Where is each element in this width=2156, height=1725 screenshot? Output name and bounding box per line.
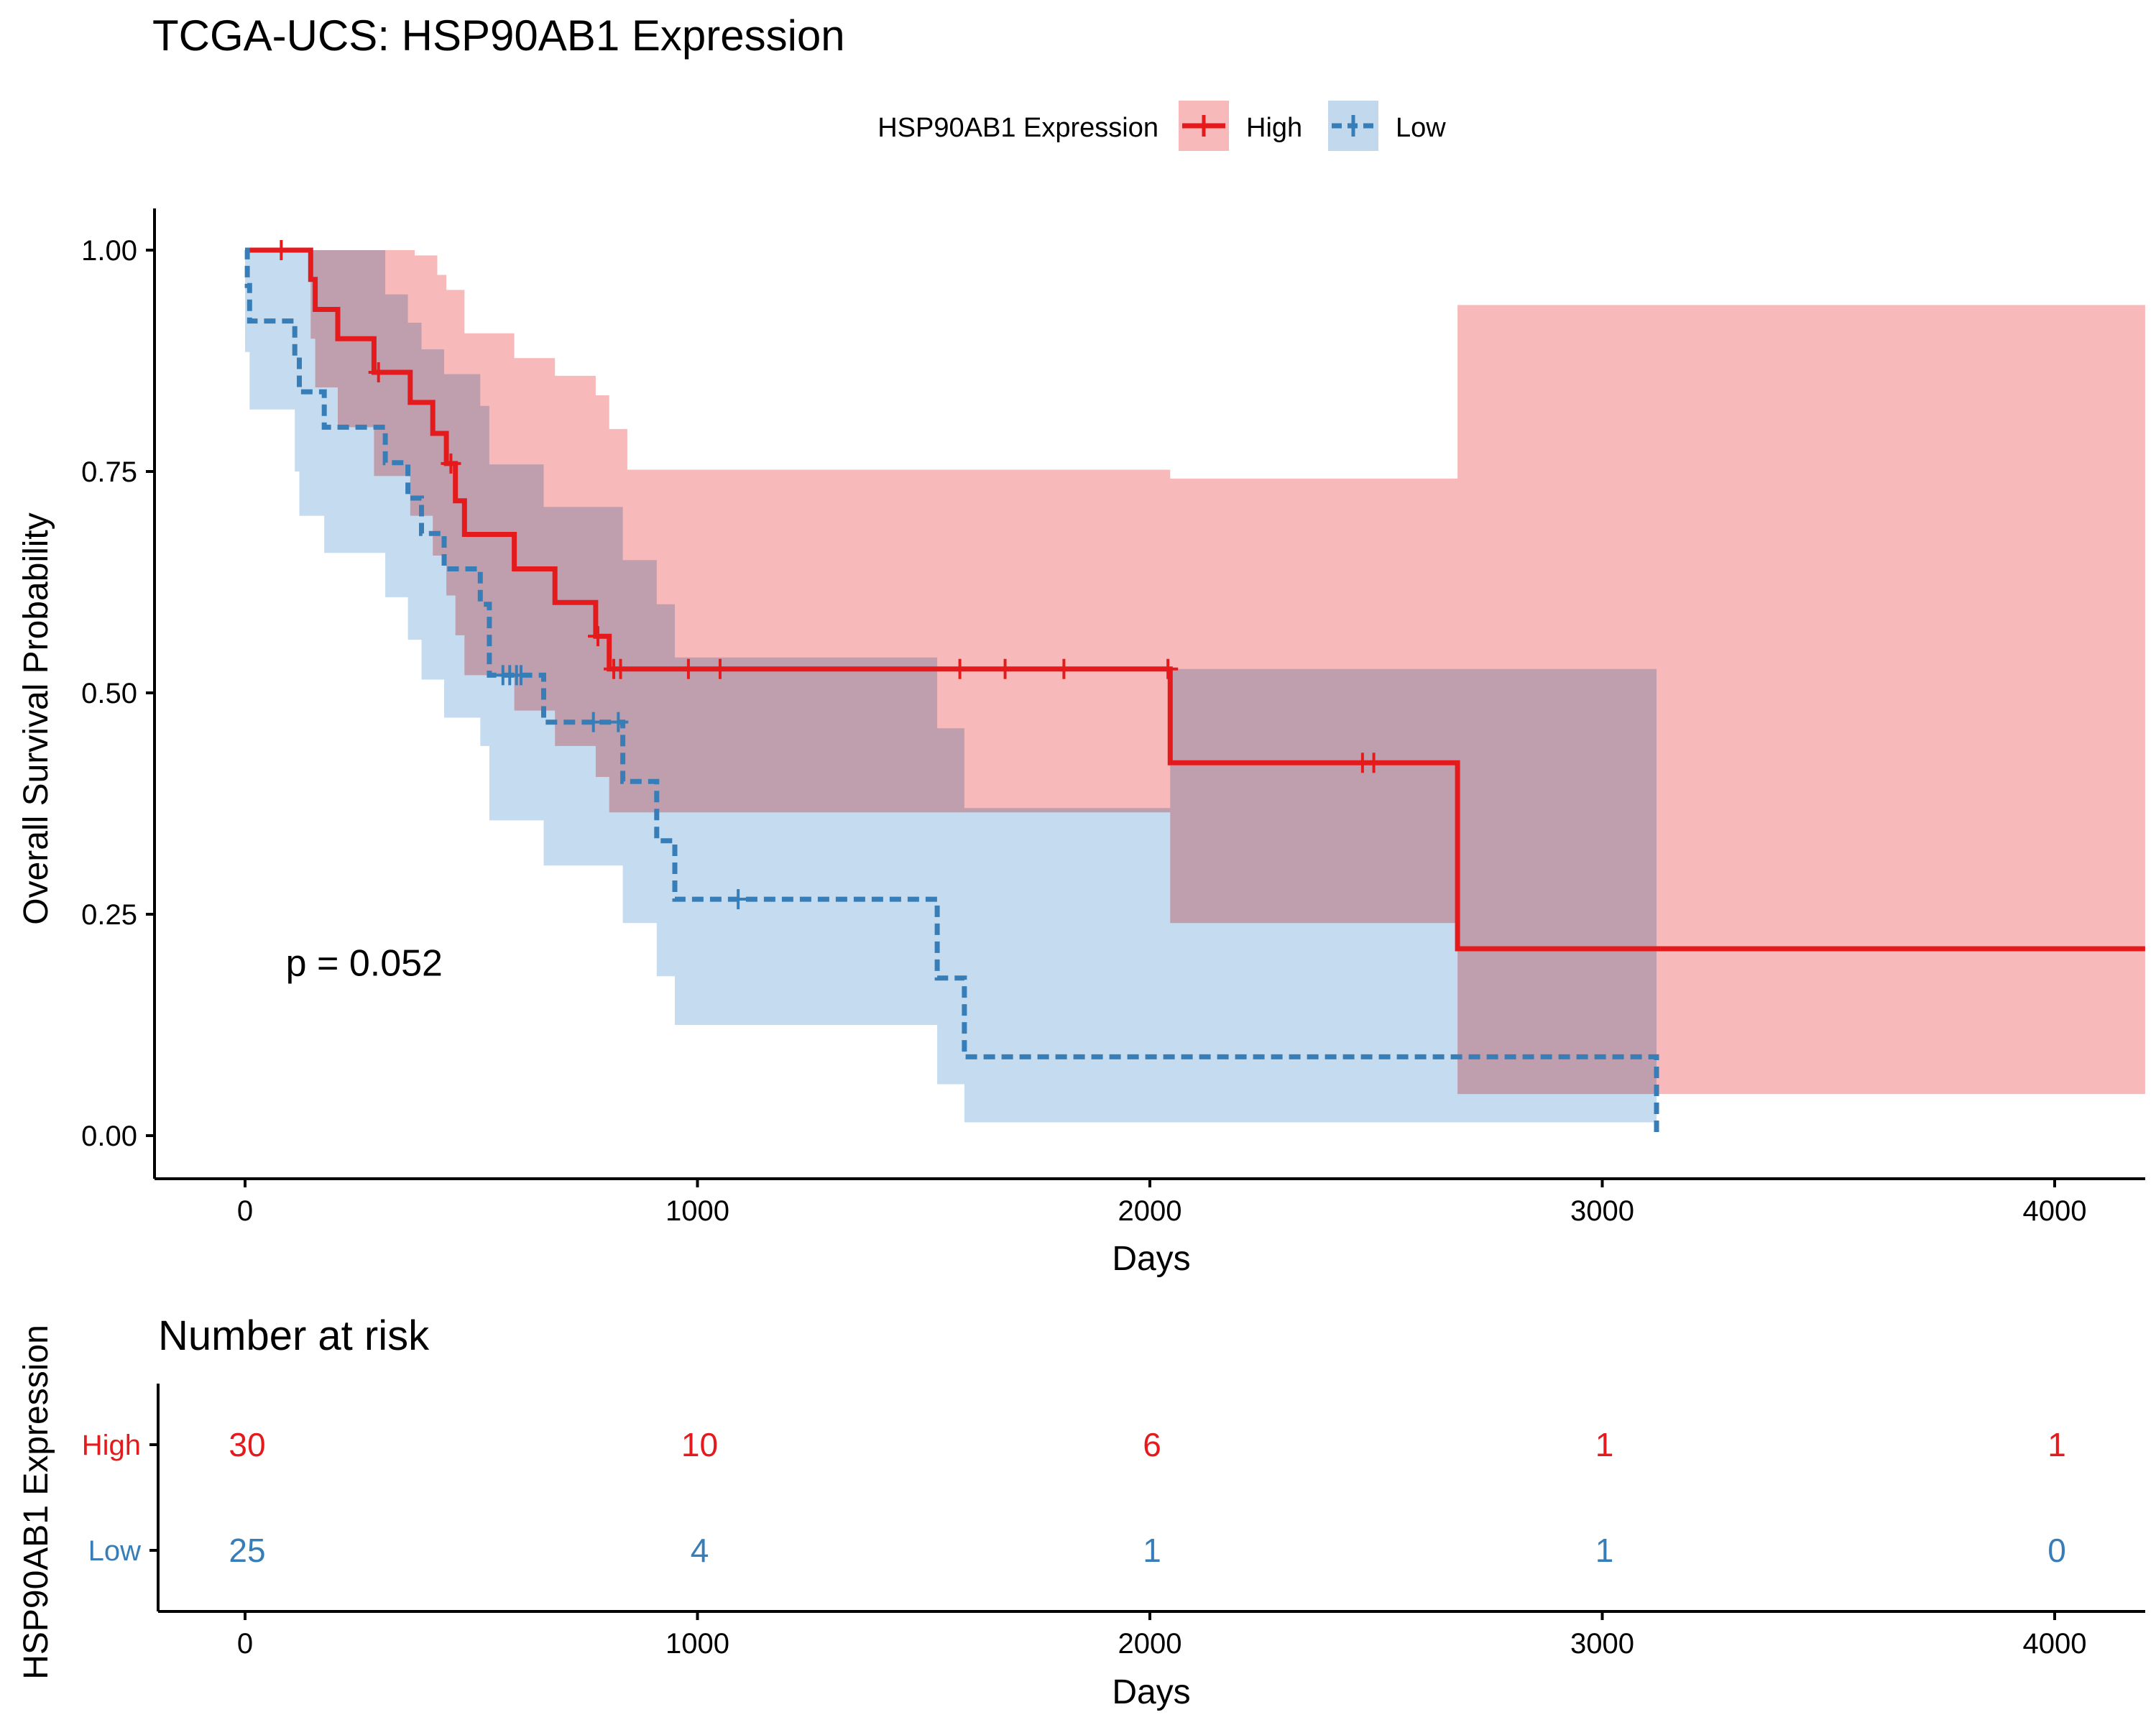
confidence-bands — [245, 250, 2145, 1123]
legend: HSP90AB1 Expression High Low — [877, 101, 1446, 151]
x-tick-label: 0 — [237, 1195, 253, 1227]
risk-x-tick-label: 1000 — [665, 1628, 729, 1660]
censor-mark-low — [728, 889, 749, 910]
y-tick-label: 0.75 — [81, 456, 137, 488]
risk-cell-high: 6 — [1143, 1426, 1161, 1463]
p-value-annotation: p = 0.052 — [286, 942, 443, 984]
legend-label-low: Low — [1396, 113, 1446, 143]
censor-mark-high — [441, 453, 461, 474]
censor-mark-high — [1363, 753, 1384, 773]
y-tick-label: 0.50 — [81, 678, 137, 709]
censor-mark-high — [995, 658, 1015, 679]
risk-x-axis-title: Days — [1112, 1673, 1190, 1711]
risk-table-title: Number at risk — [158, 1312, 430, 1359]
survival-curves — [244, 247, 2145, 1136]
risk-table-axes: High Low 0 1000 2000 3000 4000 — [82, 1384, 2145, 1660]
censor-mark-high — [709, 658, 730, 679]
risk-cell-high: 10 — [681, 1426, 718, 1463]
risk-row-label-high: High — [82, 1430, 141, 1461]
censor-mark-high — [588, 626, 609, 647]
chart-title: TCGA-UCS: HSP90AB1 Expression — [152, 12, 845, 60]
risk-cell-low: 0 — [2047, 1532, 2066, 1569]
legend-label-high: High — [1246, 113, 1302, 143]
confidence-band-low — [245, 250, 1657, 1123]
risk-y-axis-title: HSP90AB1 Expression — [17, 1325, 55, 1680]
censor-mark-low — [583, 712, 604, 732]
censor-mark-high — [368, 362, 389, 383]
risk-cell-low: 4 — [691, 1532, 709, 1569]
risk-x-tick-label: 2000 — [1118, 1628, 1182, 1660]
x-tick-label: 4000 — [2023, 1195, 2087, 1227]
survival-curve-low — [244, 247, 1659, 1136]
y-tick-label: 0.00 — [81, 1121, 137, 1152]
survival-plot: 0.00 0.25 0.50 0.75 1.00 0 1000 2000 3000 4000 p … — [17, 208, 2145, 1278]
main-axes: 0.00 0.25 0.50 0.75 1.00 0 1000 2000 3000 4000 — [81, 208, 2145, 1227]
risk-table-cells: 30 10 6 1 125 4 1 1 0 — [229, 1426, 2065, 1569]
risk-x-tick-label: 4000 — [2023, 1628, 2087, 1660]
y-tick-label: 1.00 — [81, 235, 137, 267]
censor-mark-low — [510, 665, 531, 686]
risk-cell-high: 1 — [2047, 1426, 2066, 1463]
risk-cell-low: 25 — [229, 1532, 265, 1569]
survival-curve-high — [245, 247, 2145, 952]
risk-cell-low: 1 — [1595, 1532, 1614, 1569]
censor-marks — [271, 240, 1384, 910]
x-tick-label: 2000 — [1118, 1195, 1182, 1227]
censor-mark-high — [271, 240, 292, 260]
censor-mark-high — [949, 658, 970, 679]
y-tick-label: 0.25 — [81, 899, 137, 931]
censor-mark-high — [678, 658, 699, 679]
risk-cell-high: 1 — [1595, 1426, 1614, 1463]
legend-key-low — [1328, 101, 1378, 151]
x-axis-title: Days — [1112, 1240, 1190, 1278]
risk-x-tick-label: 3000 — [1570, 1628, 1634, 1660]
x-tick-label: 3000 — [1570, 1195, 1634, 1227]
censor-mark-low — [608, 712, 629, 732]
censor-mark-high — [610, 658, 631, 679]
y-axis-title: Overall Survival Probability — [17, 512, 55, 925]
risk-x-tick-label: 0 — [237, 1628, 253, 1660]
censor-mark-high — [1054, 658, 1074, 679]
risk-cell-low: 1 — [1143, 1532, 1161, 1569]
legend-key-high — [1179, 101, 1229, 151]
x-tick-label: 1000 — [665, 1195, 729, 1227]
censor-mark-high — [1158, 658, 1179, 679]
legend-title: HSP90AB1 Expression — [877, 113, 1158, 143]
risk-row-label-low: Low — [88, 1535, 141, 1567]
risk-cell-high: 30 — [229, 1426, 265, 1463]
